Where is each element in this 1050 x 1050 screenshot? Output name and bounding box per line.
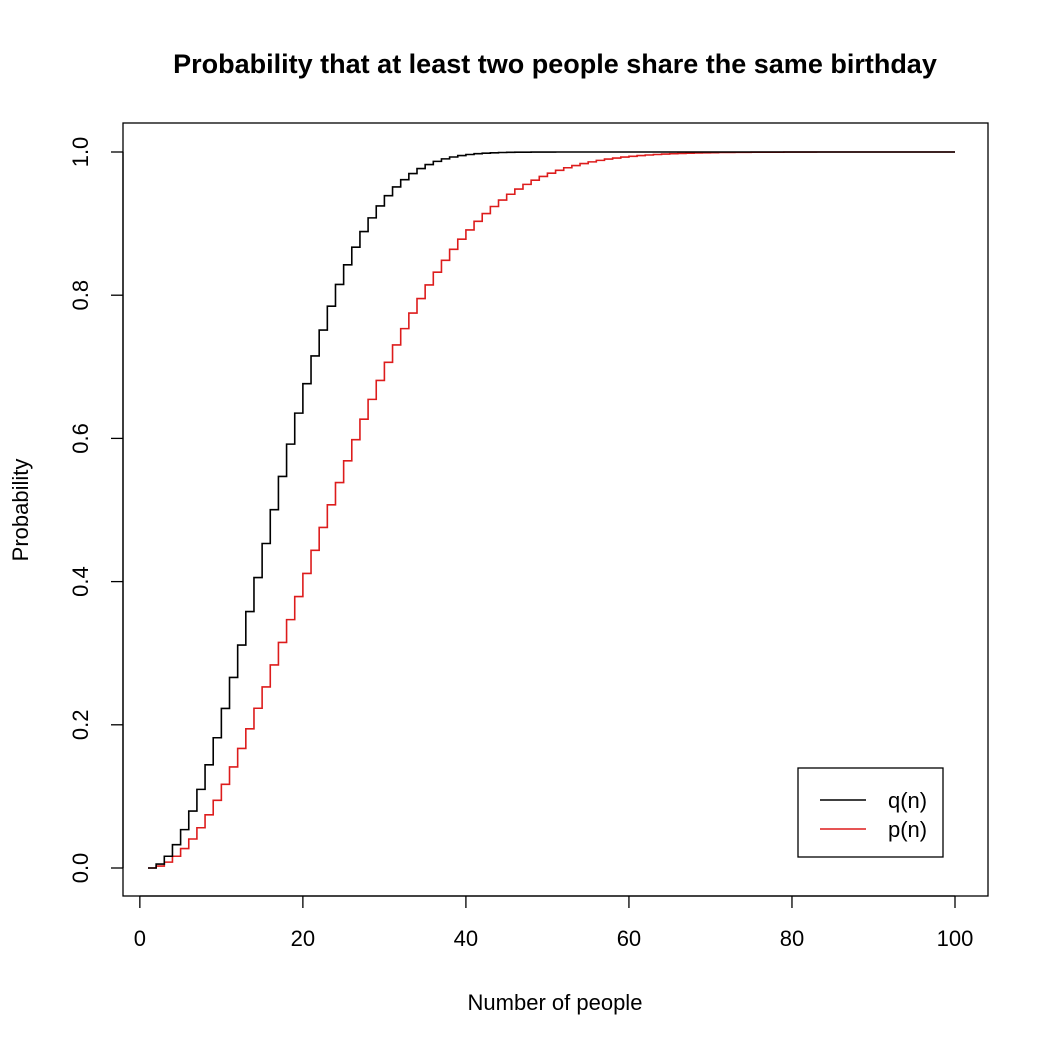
x-tick-label: 100 [937, 926, 974, 951]
x-tick-label: 40 [454, 926, 478, 951]
y-tick-label: 0.2 [68, 710, 93, 741]
series-layer [148, 151, 955, 869]
legend-label-q: q(n) [888, 788, 927, 813]
x-tick-label: 80 [780, 926, 804, 951]
series-line-q [148, 151, 955, 869]
x-tick-label: 20 [291, 926, 315, 951]
y-axis: 0.0 0.2 0.4 0.6 0.8 1.0 [68, 137, 124, 884]
legend-label-p: p(n) [888, 817, 927, 842]
x-axis-label: Number of people [468, 990, 643, 1015]
x-axis: 0 20 40 60 80 100 [134, 895, 974, 951]
y-tick-label: 1.0 [68, 137, 93, 168]
y-tick-label: 0.8 [68, 280, 93, 311]
y-tick-label: 0.6 [68, 423, 93, 454]
x-tick-label: 0 [134, 926, 146, 951]
legend-box [797, 767, 944, 858]
legend: q(n) p(n) [797, 767, 944, 858]
y-tick-label: 0.0 [68, 853, 93, 884]
y-tick-label: 0.4 [68, 566, 93, 597]
y-axis-label: Probability [8, 459, 33, 562]
chart-title: Probability that at least two people sha… [173, 49, 937, 79]
x-tick-label: 60 [617, 926, 641, 951]
